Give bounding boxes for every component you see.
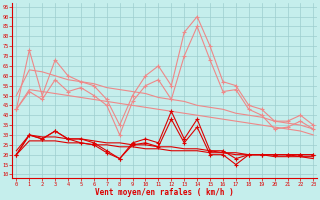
X-axis label: Vent moyen/en rafales ( km/h ): Vent moyen/en rafales ( km/h ) xyxy=(95,188,234,197)
